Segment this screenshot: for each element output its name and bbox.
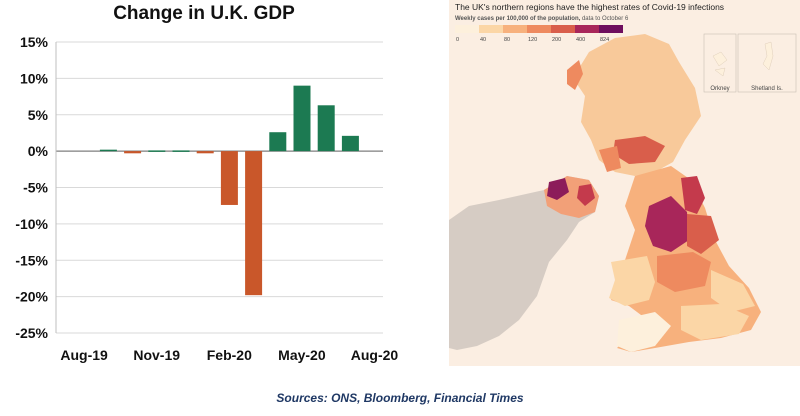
midlands	[657, 252, 711, 292]
scotland-landmass	[573, 34, 701, 176]
y-tick-label: -25%	[15, 325, 48, 341]
x-tick-label: Aug-20	[351, 347, 399, 363]
shetland-label: Shetland Is.	[751, 86, 783, 92]
map-subtitle: Weekly cases per 100,000 of the populati…	[455, 16, 629, 22]
y-tick-label: -10%	[15, 216, 48, 232]
wales	[609, 256, 655, 306]
bar-jan-20	[196, 151, 214, 154]
y-tick-label: -5%	[23, 180, 48, 196]
scotland-islands	[567, 60, 583, 90]
scotland-central-belt	[613, 136, 665, 164]
orkney-islands	[712, 51, 728, 77]
x-tick-label: Nov-19	[133, 347, 180, 363]
legend-swatch	[479, 25, 503, 33]
bar-jul-20	[341, 135, 359, 152]
bar-feb-20	[220, 151, 238, 205]
y-tick-label: 0%	[28, 143, 49, 159]
x-tick-labels: Aug-19 Nov-19 Feb-20 May-20 Aug-20	[60, 347, 398, 363]
map-subtitle-rest: data to October 6	[580, 16, 629, 22]
legend-tick: 0	[456, 37, 459, 43]
x-tick-label: May-20	[278, 347, 326, 363]
y-tick-label: -20%	[15, 289, 48, 305]
east-anglia	[711, 270, 755, 312]
y-tick-label: 5%	[28, 107, 49, 123]
x-tick-label: Aug-19	[60, 347, 108, 363]
legend-swatch	[503, 25, 527, 33]
legend-swatch	[575, 25, 599, 33]
bars	[99, 85, 359, 296]
legend-tick: 824	[600, 37, 609, 43]
bar-oct-19	[124, 151, 142, 154]
gridlines	[55, 41, 383, 334]
bar-dec-19	[172, 150, 190, 152]
legend-tick: 40	[480, 37, 486, 43]
south-west	[617, 312, 671, 352]
bar-mar-20	[245, 151, 263, 296]
legend-swatch	[599, 25, 623, 33]
gdp-bar-chart: Change in U.K. GDP 15% 10% 5% 0% -5% -10% -15%…	[15, 3, 398, 363]
orkney-label: Orkney	[710, 86, 729, 92]
x-tick-label: Feb-20	[207, 347, 252, 363]
yorkshire	[687, 214, 719, 254]
map-legend: 0 40 80 120 200 400 824	[455, 25, 623, 43]
bar-apr-20	[269, 132, 287, 152]
uk-covid-map: The UK's northern regions have the highe…	[449, 2, 797, 352]
covid-map-panel: The UK's northern regions have the highe…	[449, 0, 800, 366]
legend-tick: 120	[528, 37, 537, 43]
london-south-east	[681, 304, 749, 340]
legend-swatch	[551, 25, 575, 33]
shetland-islands	[762, 41, 774, 71]
scotland-west	[599, 146, 621, 172]
sources-caption: Sources: ONS, Bloomberg, Financial Times	[276, 391, 524, 405]
bar-nov-19	[148, 150, 166, 152]
bar-jun-20	[317, 105, 335, 152]
y-tick-label: 15%	[20, 34, 49, 50]
y-tick-label: 10%	[20, 70, 49, 86]
bar-may-20	[293, 85, 311, 152]
north-west-hotspot	[645, 196, 689, 252]
legend-tick: 80	[504, 37, 510, 43]
y-tick-labels: 15% 10% 5% 0% -5% -10% -15% -20% -25%	[15, 34, 48, 341]
north-east-hotspot	[681, 176, 705, 214]
legend-tick: 200	[552, 37, 561, 43]
y-tick-label: -15%	[15, 252, 48, 268]
ireland-landmass	[449, 176, 599, 350]
map-subtitle-bold: Weekly cases per 100,000 of the populati…	[455, 16, 581, 22]
bar-sep-19	[99, 149, 117, 152]
legend-swatch	[527, 25, 551, 33]
chart-title: Change in U.K. GDP	[113, 3, 295, 24]
northern-ireland-belfast	[577, 184, 595, 206]
legend-swatch	[455, 25, 479, 33]
map-title: The UK's northern regions have the highe…	[455, 2, 724, 12]
northern-ireland-hotspot	[547, 178, 569, 200]
legend-tick: 400	[576, 37, 585, 43]
